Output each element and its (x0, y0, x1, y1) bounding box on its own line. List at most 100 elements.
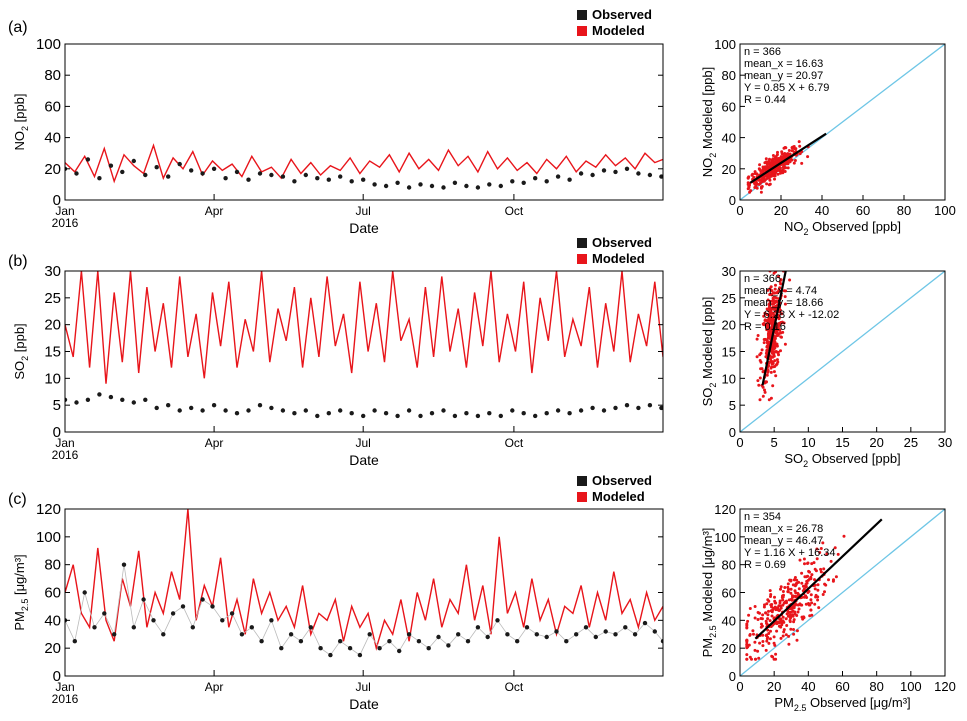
scatter-point (785, 153, 789, 157)
scatter-point (842, 534, 846, 538)
scatter-point (745, 642, 749, 646)
scatter-point (764, 174, 768, 177)
scatter-point (783, 295, 787, 299)
scatter-point (767, 609, 770, 613)
scatter-point (773, 337, 777, 341)
scatter-point (753, 640, 757, 644)
scatter-point (782, 289, 786, 293)
x-tick-label: Jan (55, 436, 74, 450)
observed-point (280, 174, 286, 179)
observed-point (441, 185, 446, 190)
observed-point (498, 413, 503, 419)
scatter-point (794, 583, 798, 587)
scatter-point (760, 185, 764, 188)
scatter-point (773, 287, 777, 291)
plot-frame (739, 43, 946, 201)
y-tick-label: 40 (44, 130, 61, 147)
stats-line: mean_x = 4.74 (744, 285, 817, 297)
observed-point (361, 177, 366, 182)
observed-point (97, 176, 102, 181)
scatter-point (796, 592, 800, 596)
observed-point (257, 171, 263, 176)
scatter-point (768, 619, 772, 623)
scatter-point (774, 328, 778, 332)
scatter-point (779, 587, 782, 591)
observed-point (446, 643, 451, 648)
legend-observed-swatch (577, 238, 587, 248)
observed-point (418, 413, 423, 419)
observed-point (487, 411, 492, 416)
observed-point (652, 629, 657, 634)
y-tick-label: 100 (714, 530, 736, 545)
scatter-point (771, 343, 775, 347)
scatter-point (817, 606, 821, 610)
scatter-point (763, 388, 766, 392)
scatter-point (778, 599, 782, 603)
scatter-points (746, 140, 810, 194)
scatter-point (768, 302, 771, 306)
scatter-point (765, 164, 769, 168)
y-tick-label: 5 (729, 398, 736, 413)
scatter-point (756, 334, 760, 337)
observed-point (211, 403, 217, 408)
x-tick-label: Jul (356, 436, 371, 450)
observed-point (72, 639, 78, 644)
x-tick-label: 0 (736, 679, 743, 694)
scatter-point (772, 606, 776, 610)
observed-point (190, 625, 195, 630)
scatter-point (804, 602, 808, 606)
stats-line: Y = 1.16 X + 16.34 (744, 547, 836, 559)
x-tick-label: Apr (205, 680, 224, 694)
scatter-point (770, 603, 774, 606)
observed-point (177, 408, 182, 413)
scatter-point (779, 604, 783, 608)
legend-modeled-label: Modeled (592, 251, 645, 266)
observed-point (154, 165, 159, 170)
scatter-point (784, 617, 788, 621)
scatter-point (819, 547, 823, 550)
scatter-point (774, 652, 778, 656)
scatter-point (747, 613, 751, 617)
scatter-point (758, 376, 762, 380)
scatter-point (758, 163, 762, 167)
observed-point (246, 408, 251, 413)
observed-point (108, 394, 114, 400)
observed-point (112, 632, 117, 637)
scatter-point (745, 622, 749, 626)
y-tick-label: 100 (714, 37, 736, 52)
scatter-point (822, 567, 826, 571)
scatter-point (780, 150, 784, 154)
scatter-point (760, 624, 764, 628)
plot-frame (64, 43, 664, 201)
scatter-point (757, 383, 761, 387)
scatter-point (770, 605, 773, 609)
y-tick-label: 60 (722, 586, 736, 601)
scatter-point (758, 168, 762, 171)
scatter-point (767, 161, 771, 164)
scatter-point (779, 171, 782, 175)
scatter-point (773, 295, 777, 299)
y-tick-label: 0 (53, 424, 61, 441)
scatter-point (745, 625, 749, 629)
scatter-point (770, 614, 774, 618)
observed-point (554, 629, 559, 634)
legend-observed-swatch (577, 476, 587, 486)
scatter-point (761, 370, 765, 374)
scatter-point (785, 612, 789, 616)
series-line-observed (65, 564, 663, 656)
series-observed (65, 157, 663, 190)
scatter-point (763, 390, 767, 394)
scatter-point (746, 176, 750, 180)
observed-point (603, 629, 608, 634)
observed-point (234, 169, 240, 175)
observed-point (257, 403, 263, 408)
scatter-point (781, 170, 784, 174)
series-line-modeled (65, 509, 663, 651)
scatter-point (761, 633, 765, 637)
scatter-point (762, 341, 766, 345)
observed-point (239, 632, 245, 637)
y-tick-label: 20 (44, 640, 61, 657)
scatter-point (777, 275, 780, 279)
scatter-point (791, 613, 795, 617)
